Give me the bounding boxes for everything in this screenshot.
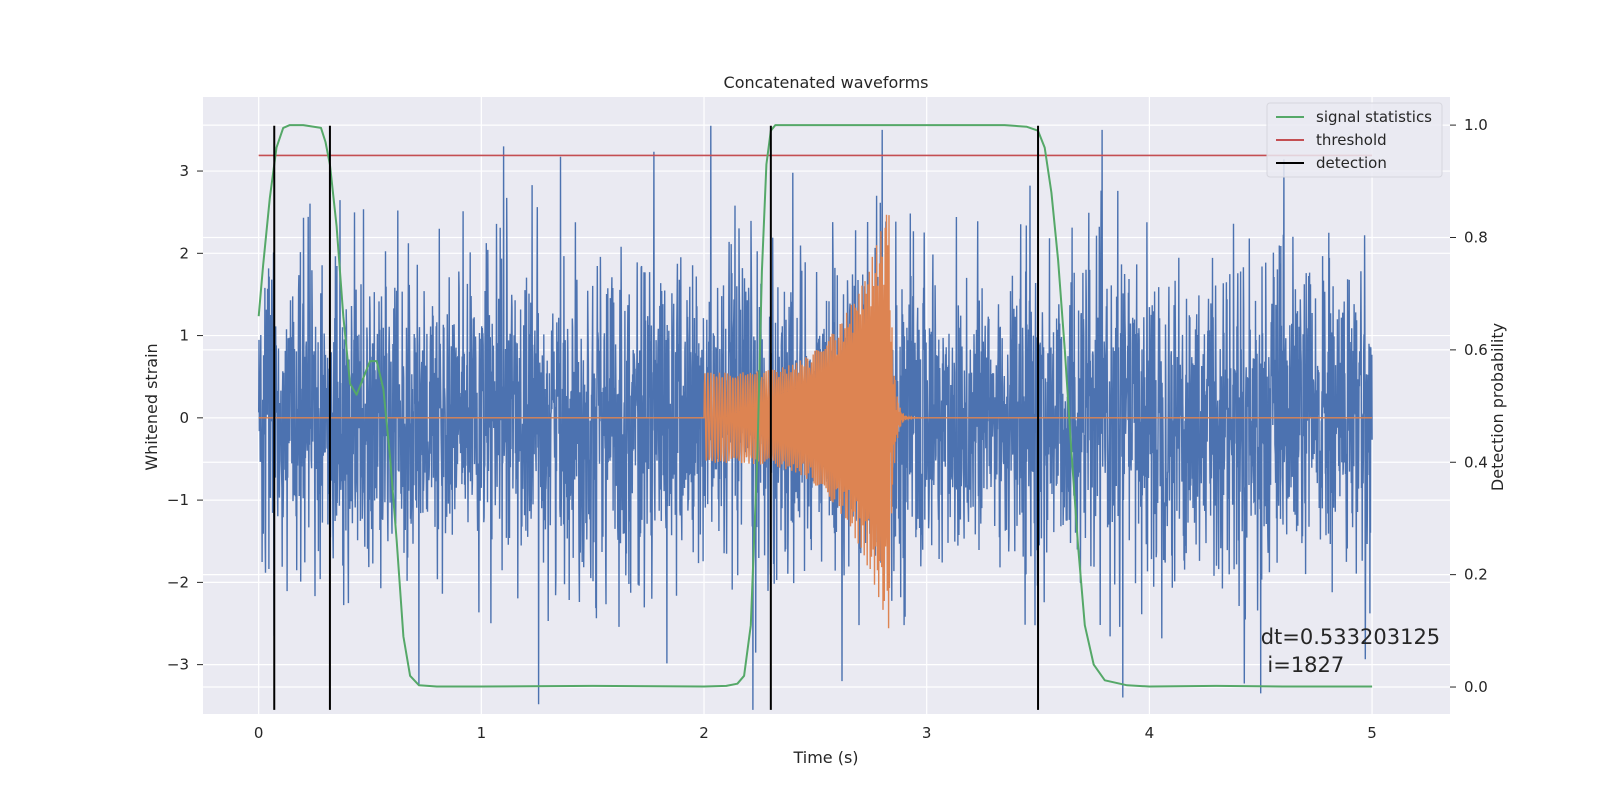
y2-tick-label: 0.8 <box>1464 228 1488 246</box>
x-tick-label: 4 <box>1145 724 1155 742</box>
signal-statistics-line <box>257 124 1373 688</box>
y2-tick-label: 0.4 <box>1464 453 1488 471</box>
y2-axis-label: Detection probability <box>1488 323 1507 491</box>
y2-tick-label: 1.0 <box>1464 116 1488 134</box>
y2-tick-label: 0.6 <box>1464 341 1488 359</box>
annotation-index: i=1827 <box>1261 653 1345 677</box>
x-tick-label: 1 <box>477 724 487 742</box>
legend-label-detection: detection <box>1316 154 1387 172</box>
y-tick-label: −2 <box>167 573 189 591</box>
y-tick-label: −1 <box>167 491 189 509</box>
legend-box <box>1266 102 1443 178</box>
legend-label-signal-statistics: signal statistics <box>1316 108 1432 126</box>
y-tick-label: 3 <box>179 162 189 180</box>
x-tick-label: 5 <box>1367 724 1377 742</box>
x-tick-label: 3 <box>922 724 932 742</box>
annotation-dt: dt=0.533203125 <box>1261 625 1440 649</box>
x-tick-label: 2 <box>699 724 709 742</box>
signal-statistics-series <box>257 124 1373 688</box>
y-tick-label: 0 <box>179 409 189 427</box>
legend: signal statistics threshold detection <box>1266 102 1443 178</box>
x-tick-labels: 0 1 2 3 4 5 <box>254 724 1377 742</box>
y-tick-label: 1 <box>179 327 189 345</box>
x-tick-label: 0 <box>254 724 264 742</box>
detection-series <box>273 125 1040 710</box>
y2-tick-label: 0.0 <box>1464 678 1488 696</box>
y2-tick-labels: 0.0 0.2 0.4 0.6 0.8 1.0 <box>1450 116 1488 696</box>
injection-series <box>258 214 1373 629</box>
legend-label-threshold: threshold <box>1316 131 1387 149</box>
y-tick-labels: −3 −2 −1 0 1 2 3 <box>167 162 203 674</box>
y2-tick-label: 0.2 <box>1464 566 1488 584</box>
y-tick-label: −3 <box>167 656 189 674</box>
injection-line <box>258 214 1373 629</box>
chart-title: Concatenated waveforms <box>724 73 929 92</box>
y-tick-label: 2 <box>179 244 189 262</box>
x-axis-label: Time (s) <box>792 748 858 767</box>
y-axis-label: Whitened strain <box>142 343 161 470</box>
